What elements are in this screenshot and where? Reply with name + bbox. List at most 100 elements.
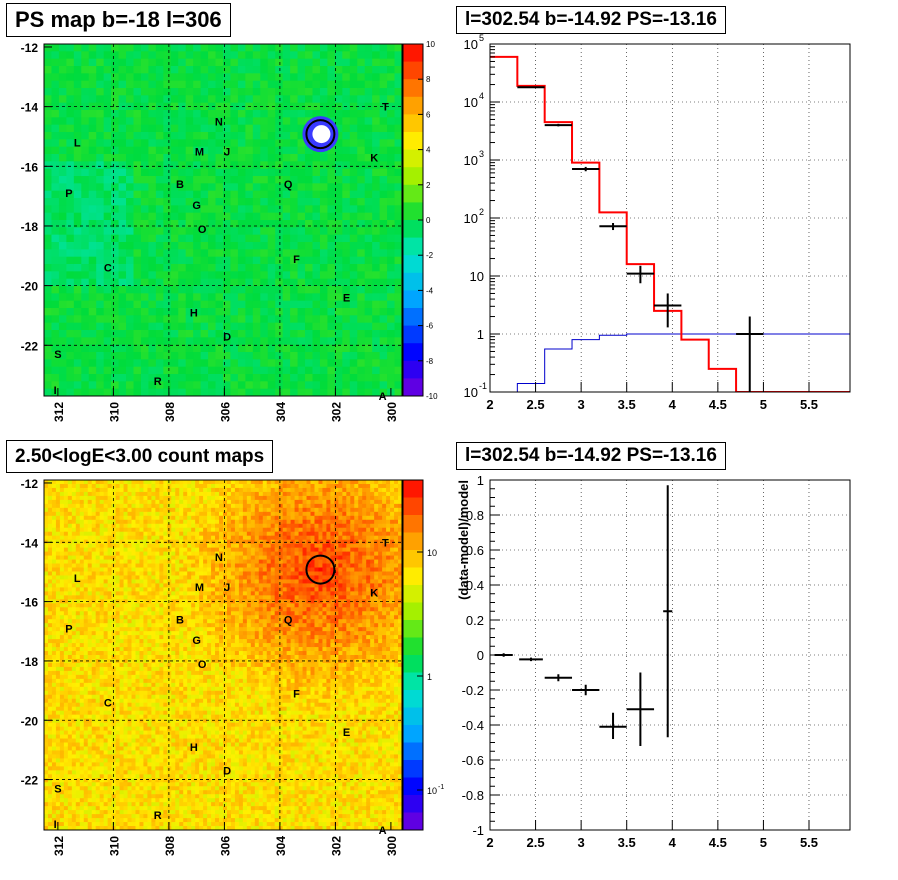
cnt-pixel: [151, 671, 156, 676]
ps-pixel: [387, 44, 395, 52]
ps-pixel: [163, 315, 171, 323]
cnt-pixel: [68, 699, 73, 704]
ps-pixel: [186, 154, 194, 162]
ps-pixel: [59, 323, 67, 331]
cnt-pixel: [96, 683, 101, 688]
cnt-pixel: [100, 675, 105, 680]
cnt-pixel: [88, 583, 93, 588]
ps-pixel: [104, 301, 112, 309]
ps-pixel: [193, 374, 201, 382]
cnt-pixel: [132, 639, 137, 644]
cnt-pixel: [96, 552, 101, 557]
ps-pixel: [74, 345, 82, 353]
cnt-pixel: [80, 679, 85, 684]
cnt-pixel: [128, 536, 133, 541]
cnt-pixel: [104, 591, 109, 596]
ps-pixel: [156, 293, 164, 301]
ps-pixel: [268, 330, 276, 338]
ps-pixel: [372, 169, 380, 177]
cnt-pixel: [72, 591, 77, 596]
cnt-pixel: [151, 587, 156, 592]
cnt-pixel: [56, 727, 61, 732]
ps-pixel: [238, 95, 246, 103]
ps-pixel: [268, 139, 276, 147]
ps-pixel: [201, 183, 209, 191]
cnt-pixel: [44, 647, 49, 652]
ps-pixel: [245, 191, 253, 199]
ps-pixel: [186, 132, 194, 140]
ps-pixel: [81, 205, 89, 213]
ps-pixel: [126, 264, 134, 272]
cnt-pixel: [60, 643, 65, 648]
cnt-pixel: [151, 754, 156, 759]
ps-pixel: [320, 249, 328, 257]
cnt-pixel: [124, 568, 129, 573]
cnt-pixel: [80, 806, 85, 811]
cnt-pixel: [68, 568, 73, 573]
ps-pixel: [171, 337, 179, 345]
cnt-pixel: [60, 528, 65, 533]
cnt-pixel: [52, 651, 57, 656]
ps-pixel: [313, 330, 321, 338]
ps-pixel: [335, 44, 343, 52]
cnt-pixel: [100, 814, 105, 819]
cnt-pixel: [68, 695, 73, 700]
ps-pixel: [335, 286, 343, 294]
cnt-pixel: [147, 583, 152, 588]
cnt-pixel: [44, 699, 49, 704]
cnt-pixel: [64, 671, 69, 676]
ps-pixel: [148, 286, 156, 294]
cnt-pixel: [128, 667, 133, 672]
cnt-pixel: [132, 619, 137, 624]
ps-pixel: [186, 44, 194, 52]
ps-pixel: [313, 323, 321, 331]
ps-pixel: [216, 81, 224, 89]
cnt-pixel: [44, 496, 49, 501]
x-tick-label: 306: [218, 402, 232, 422]
ps-pixel: [275, 191, 283, 199]
ps-pixel: [141, 389, 149, 397]
ps-pixel: [350, 352, 358, 360]
ps-pixel: [305, 73, 313, 81]
cnt-pixel: [64, 675, 69, 680]
ps-pixel: [298, 286, 306, 294]
ps-pixel: [357, 183, 365, 191]
cnt-pixel: [135, 571, 140, 576]
cnt-pixel: [116, 512, 121, 517]
cnt-pixel: [104, 723, 109, 728]
ps-pixel: [335, 381, 343, 389]
ps-pixel: [245, 374, 253, 382]
cnt-pixel: [88, 619, 93, 624]
cnt-pixel: [155, 739, 160, 744]
ps-pixel: [245, 132, 253, 140]
cnt-pixel: [56, 575, 61, 580]
cnt-pixel: [155, 583, 160, 588]
cnt-pixel: [132, 782, 137, 787]
cnt-pixel: [116, 758, 121, 763]
cnt-pixel: [116, 691, 121, 696]
ps-pixel: [342, 147, 350, 155]
ps-pixel: [44, 88, 52, 96]
ps-pixel: [365, 249, 373, 257]
cnt-pixel: [128, 480, 133, 485]
cnt-pixel: [139, 500, 144, 505]
cnt-pixel: [104, 595, 109, 600]
source-label-A: A: [379, 391, 387, 403]
ps-pixel: [320, 337, 328, 345]
cnt-pixel: [80, 647, 85, 652]
cnt-pixel: [56, 754, 61, 759]
cnt-pixel: [100, 512, 105, 517]
cnt-pixel: [60, 480, 65, 485]
ps-pixel: [141, 257, 149, 265]
cnt-pixel: [72, 603, 77, 608]
cnt-pixel: [112, 520, 117, 525]
ps-pixel: [253, 308, 261, 316]
ps-pixel: [395, 301, 403, 309]
ps-pixel: [156, 198, 164, 206]
cnt-pixel: [48, 806, 53, 811]
ps-pixel: [313, 59, 321, 67]
ps-pixel: [216, 352, 224, 360]
cnt-pixel: [76, 715, 81, 720]
cnt-pixel: [56, 516, 61, 521]
